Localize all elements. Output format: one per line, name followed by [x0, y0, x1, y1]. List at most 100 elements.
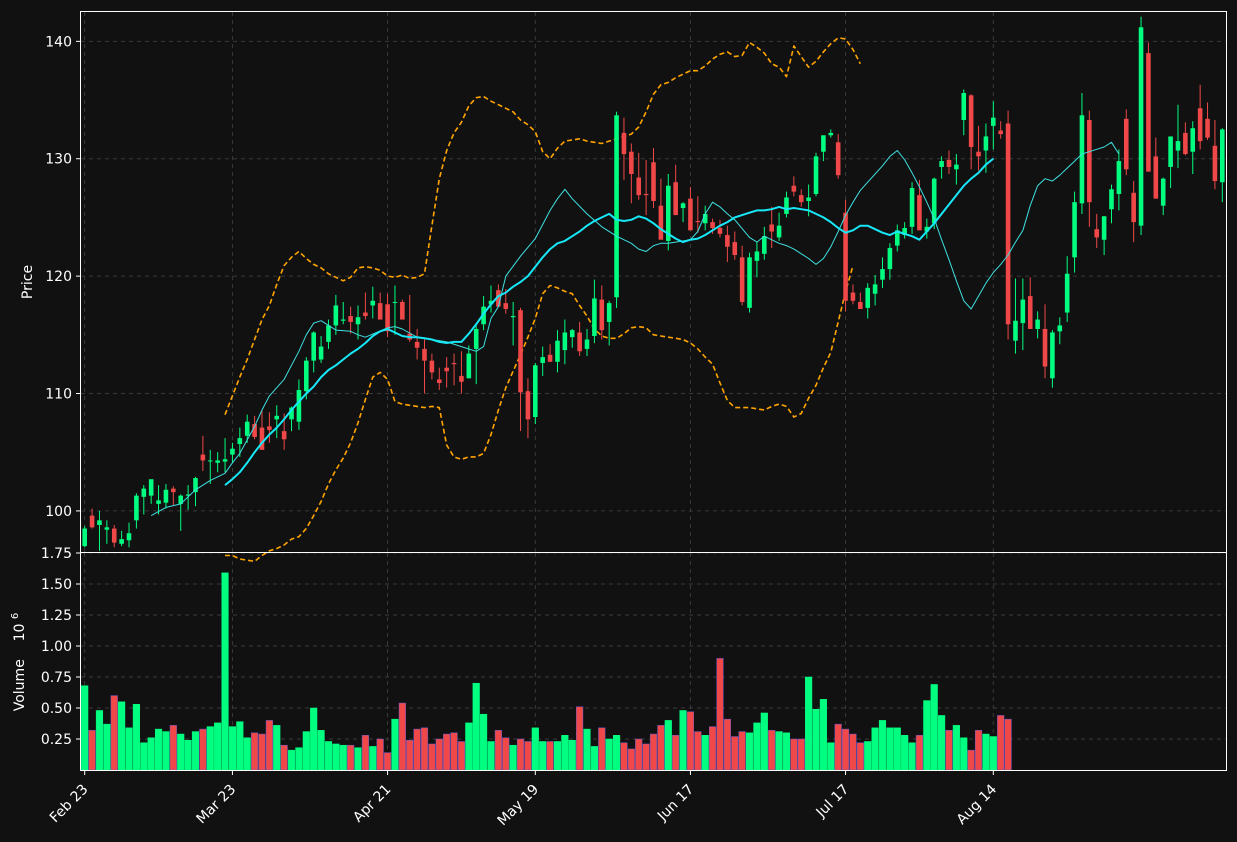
volume-bar [428, 743, 436, 771]
candle-body [385, 304, 390, 332]
fast-moving-average-line [150, 141, 1120, 517]
volume-bar [184, 739, 192, 771]
volume-bar [871, 727, 879, 771]
candle-body [887, 247, 893, 270]
candle-body [725, 235, 730, 247]
price-axis-label: Price [20, 265, 36, 299]
candle-body [939, 161, 944, 167]
price-axis: 100 110 120 130 140 [45, 34, 81, 520]
volume-bar [738, 731, 746, 771]
candle-body [858, 301, 863, 309]
candle-body [340, 319, 346, 321]
volume-bar [472, 682, 480, 771]
volume-bar [287, 749, 296, 771]
candle-body [828, 132, 834, 136]
price-grid [81, 12, 1226, 552]
volume-bar [768, 730, 776, 771]
price-tick-label: 130 [45, 152, 72, 168]
candle-body [732, 242, 738, 255]
volume-bar [901, 735, 909, 771]
candle-body [1138, 27, 1144, 226]
volume-axis-label-exponent: 6 [10, 613, 21, 619]
volume-tick-label: 1.75 [41, 546, 72, 562]
volume-bar [236, 721, 244, 771]
candle-body [909, 188, 915, 227]
candle-body [1220, 129, 1225, 183]
candle-body [97, 520, 102, 525]
volume-bar [745, 732, 754, 771]
candle-body [747, 257, 752, 308]
candle-body [318, 346, 324, 360]
candle-body [946, 159, 952, 167]
candle-body [333, 305, 339, 326]
volume-bar [228, 726, 237, 771]
volume-bar [132, 704, 140, 771]
candle-body [496, 290, 501, 307]
candle-body [363, 312, 368, 317]
candle-body [134, 495, 139, 521]
volume-bar [140, 742, 148, 771]
candle-body [230, 448, 235, 455]
candle-body [178, 495, 184, 504]
candle-body [555, 340, 560, 362]
volume-bar [125, 727, 133, 771]
volume-bar [457, 741, 466, 771]
candle-body [621, 132, 627, 155]
volume-bar [317, 730, 325, 771]
volume-bar [856, 742, 864, 771]
volume-bar [938, 715, 946, 771]
volume-bar [864, 741, 872, 771]
volume-bar [649, 733, 658, 771]
volume-bar [797, 738, 805, 771]
volume-bar [258, 733, 266, 771]
candle-body [636, 177, 642, 196]
volume-bar [509, 744, 517, 771]
candle-body [629, 151, 634, 174]
volume-bar [672, 735, 680, 771]
candle-body [577, 332, 582, 352]
candle-body [954, 164, 959, 170]
volume-bar [221, 572, 229, 771]
volume-axis-label: Volume 10 6 [10, 613, 28, 712]
candle-body [688, 198, 693, 231]
candle-body [392, 301, 398, 303]
candle-body [1087, 120, 1092, 203]
candle-body [400, 301, 405, 320]
volume-bar [553, 741, 562, 771]
candle-body [148, 479, 154, 496]
candle-body [680, 203, 686, 209]
volume-bar [413, 728, 421, 771]
candle-body [991, 117, 996, 126]
candle-body [769, 224, 774, 232]
volume-bar [169, 725, 177, 771]
volume-bar [494, 730, 502, 771]
candle-body [739, 257, 745, 302]
candle-body [1153, 156, 1159, 199]
volume-bar [302, 731, 310, 771]
candle-body [592, 298, 597, 336]
volume-bar [960, 737, 968, 771]
volume-bar [154, 728, 163, 771]
volume-bar [206, 726, 214, 771]
candle-body [444, 367, 449, 372]
candle-body [422, 348, 427, 361]
volume-bar [997, 715, 1005, 771]
candle-body [296, 390, 302, 422]
upper-band-line [224, 37, 862, 415]
candle-body [651, 162, 656, 201]
candle-body [665, 185, 671, 241]
candle-body [902, 228, 907, 236]
candle-body [377, 303, 383, 320]
volume-bar [480, 713, 488, 771]
volume-panel-frame [80, 552, 1227, 771]
candle-body [473, 328, 479, 349]
volume-bar [576, 706, 584, 771]
volume-bar [923, 700, 931, 771]
candle-body [355, 317, 361, 325]
candle-body [104, 527, 110, 530]
candle-body [1160, 178, 1166, 206]
candle-body [754, 251, 760, 261]
candle-body [126, 533, 132, 541]
candle-body [1175, 141, 1181, 151]
candle-body [917, 195, 922, 231]
